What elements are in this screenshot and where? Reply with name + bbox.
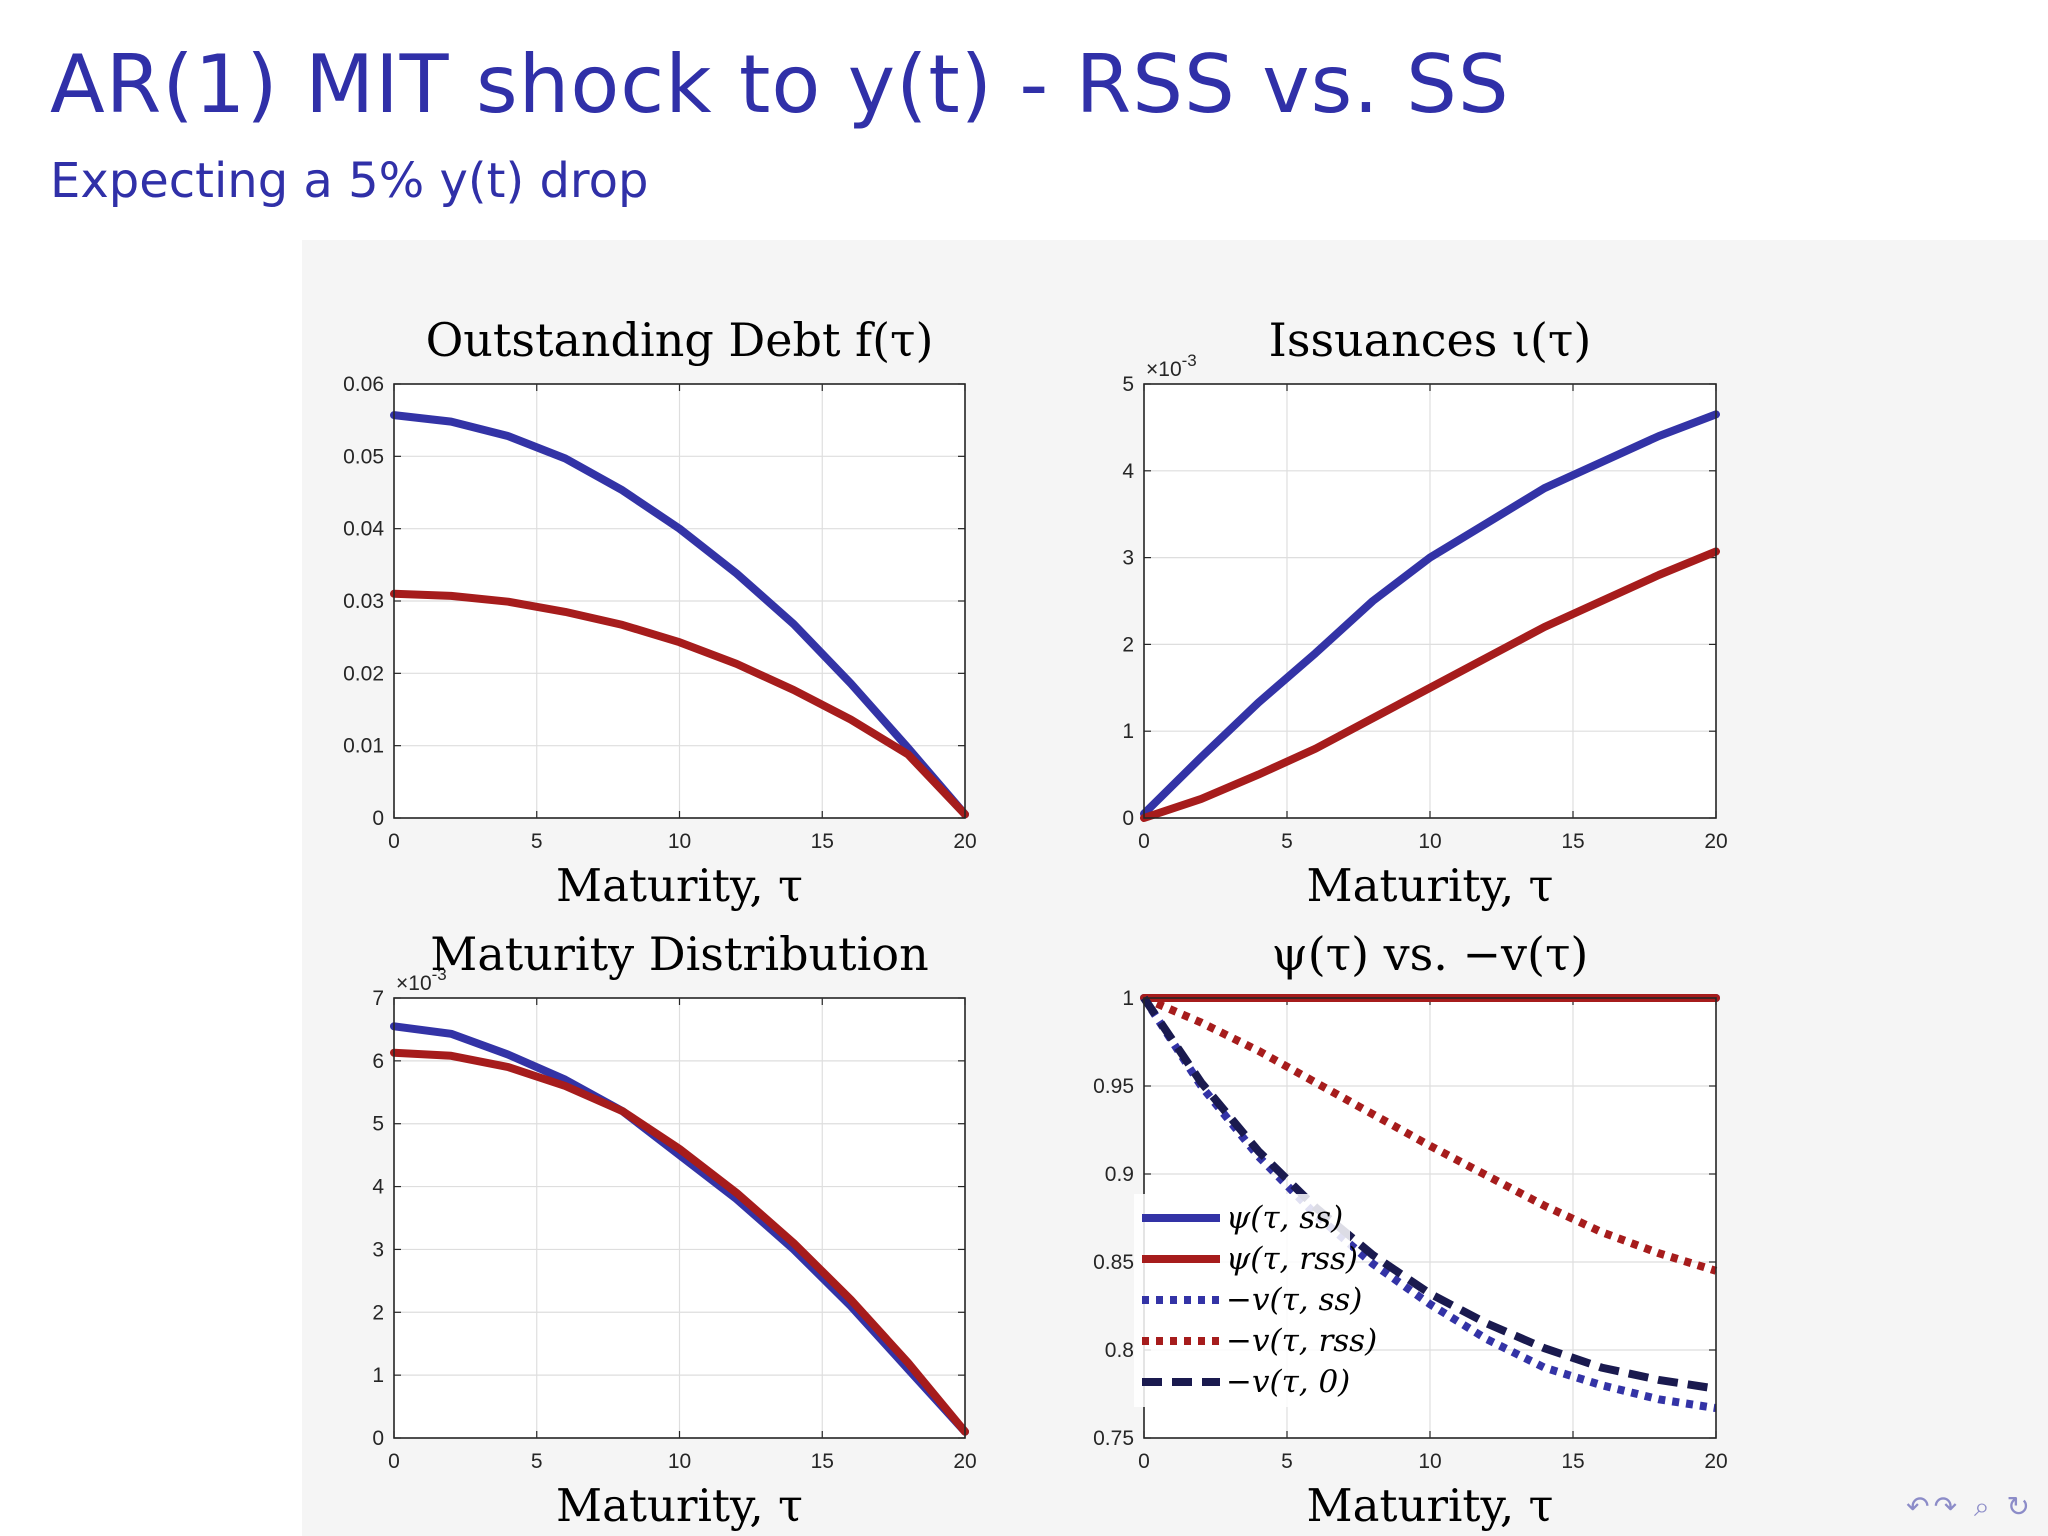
legend-label: ψ(τ, ss)	[1226, 1200, 1343, 1236]
x-tick-label: 0	[388, 1450, 400, 1473]
x-tick-label: 20	[1704, 1450, 1727, 1473]
series-line-2	[1140, 547, 1720, 822]
y-tick-label: 0.04	[343, 518, 384, 541]
figure-area: 0 5 10 15 20 0 0.01 0.02 0.03 0.04 0.05 0.06 Outstan…	[302, 240, 2048, 1536]
y-tick-label: 0.9	[1105, 1163, 1134, 1186]
y-tick-label: 3	[1122, 547, 1134, 570]
y-exponent-label: ×10-3	[1146, 351, 1197, 381]
x-tick-label: 20	[1704, 830, 1727, 853]
legend-label: −v(τ, rss)	[1226, 1323, 1377, 1359]
x-tick-label: 5	[1281, 1450, 1293, 1473]
axes-frame	[393, 997, 966, 1439]
x-tick-label: 0	[1138, 830, 1150, 853]
series-line-2	[390, 589, 969, 819]
x-tick-label: 5	[531, 830, 543, 853]
series-line-5	[1140, 995, 1717, 1393]
x-tick-label: 15	[811, 830, 834, 853]
series-line-4	[1142, 994, 1718, 1275]
y-tick-label: 0.95	[1093, 1075, 1134, 1098]
y-tick-label: 0.75	[1093, 1427, 1134, 1450]
x-tick-label: 10	[1418, 830, 1441, 853]
y-tick-label: 0	[372, 1427, 384, 1450]
chart-panel-4: 0 5 10 15 20 0.75 0.8 0.85 0.9 0.95 1 ψ(τ) vs. −v(τ…	[1093, 927, 1728, 1532]
y-tick-label: 1	[1122, 987, 1134, 1010]
series-line-1	[390, 411, 969, 819]
x-tick-label: 15	[811, 1450, 834, 1473]
y-tick-label: 0.8	[1105, 1339, 1134, 1362]
series-line-3	[1140, 995, 1717, 1413]
panel-title: ψ(τ) vs. −v(τ)	[1272, 927, 1589, 981]
x-axis-label: Maturity, τ	[556, 1479, 803, 1532]
y-tick-label: 7	[372, 987, 384, 1010]
series-line-2	[390, 1048, 969, 1436]
y-tick-label: 4	[1122, 460, 1134, 483]
y-exponent-label: ×10-3	[396, 965, 447, 995]
x-axis-label: Maturity, τ	[1307, 1479, 1554, 1532]
x-tick-label: 15	[1561, 830, 1584, 853]
series-line-1	[1140, 410, 1720, 818]
y-tick-label: 2	[372, 1301, 384, 1324]
y-tick-label: 0.06	[343, 373, 384, 396]
x-tick-label: 10	[1418, 1450, 1441, 1473]
legend-label: −v(τ, 0)	[1226, 1364, 1350, 1400]
x-tick-label: 15	[1561, 1450, 1584, 1473]
legend-label: ψ(τ, rss)	[1226, 1241, 1358, 1277]
y-tick-label: 0.85	[1093, 1251, 1134, 1274]
x-tick-label: 5	[531, 1450, 543, 1473]
x-axis-label: Maturity, τ	[556, 859, 803, 912]
y-tick-label: 0.03	[343, 590, 384, 613]
slide-title: AR(1) MIT shock to y(t) - RSS vs. SS	[50, 38, 1510, 131]
panel-title: Maturity Distribution	[430, 927, 928, 981]
y-tick-label: 0	[1122, 807, 1134, 830]
y-tick-label: 1	[1122, 720, 1134, 743]
y-tick-label: 3	[372, 1238, 384, 1261]
legend-label: −v(τ, ss)	[1226, 1282, 1362, 1318]
chart-panel-1: 0 5 10 15 20 0 0.01 0.02 0.03 0.04 0.05 0.06 Outstan…	[343, 313, 977, 912]
y-tick-label: 0.02	[343, 662, 384, 685]
y-tick-label: 5	[372, 1113, 384, 1136]
y-tick-label: 2	[1122, 633, 1134, 656]
x-tick-label: 0	[388, 830, 400, 853]
panel-title: Outstanding Debt f(τ)	[426, 313, 934, 367]
series-line-1	[390, 1022, 969, 1436]
nav-icons[interactable]: ↶↷ ⌕ ↻	[1906, 1490, 2034, 1523]
x-tick-label: 20	[953, 1450, 976, 1473]
x-tick-label: 20	[953, 830, 976, 853]
axes-frame	[1143, 383, 1717, 819]
y-tick-label: 4	[372, 1176, 384, 1199]
y-tick-label: 5	[1122, 373, 1134, 396]
x-tick-label: 5	[1281, 830, 1293, 853]
y-tick-label: 0.05	[343, 445, 384, 468]
x-axis-label: Maturity, τ	[1307, 859, 1554, 912]
figure-svg: 0 5 10 15 2000.010.020.030.040.050.06Outstan…	[343, 313, 1728, 1532]
x-tick-label: 10	[668, 830, 691, 853]
x-tick-label: 0	[1138, 1450, 1150, 1473]
chart-panel-2: 0 5 10 15 20 0 1 2 3 4 5 ×10-3 Issuances ι(τ) Maturit…	[1122, 313, 1727, 912]
panel-title: Issuances ι(τ)	[1269, 313, 1592, 367]
x-tick-label: 10	[668, 1450, 691, 1473]
y-tick-label: 6	[372, 1050, 384, 1073]
axes-frame	[393, 383, 966, 819]
y-tick-label: 0	[372, 807, 384, 830]
y-tick-label: 1	[372, 1364, 384, 1387]
y-tick-label: 0.01	[343, 735, 384, 758]
slide-subtitle: Expecting a 5% y(t) drop	[50, 153, 649, 209]
